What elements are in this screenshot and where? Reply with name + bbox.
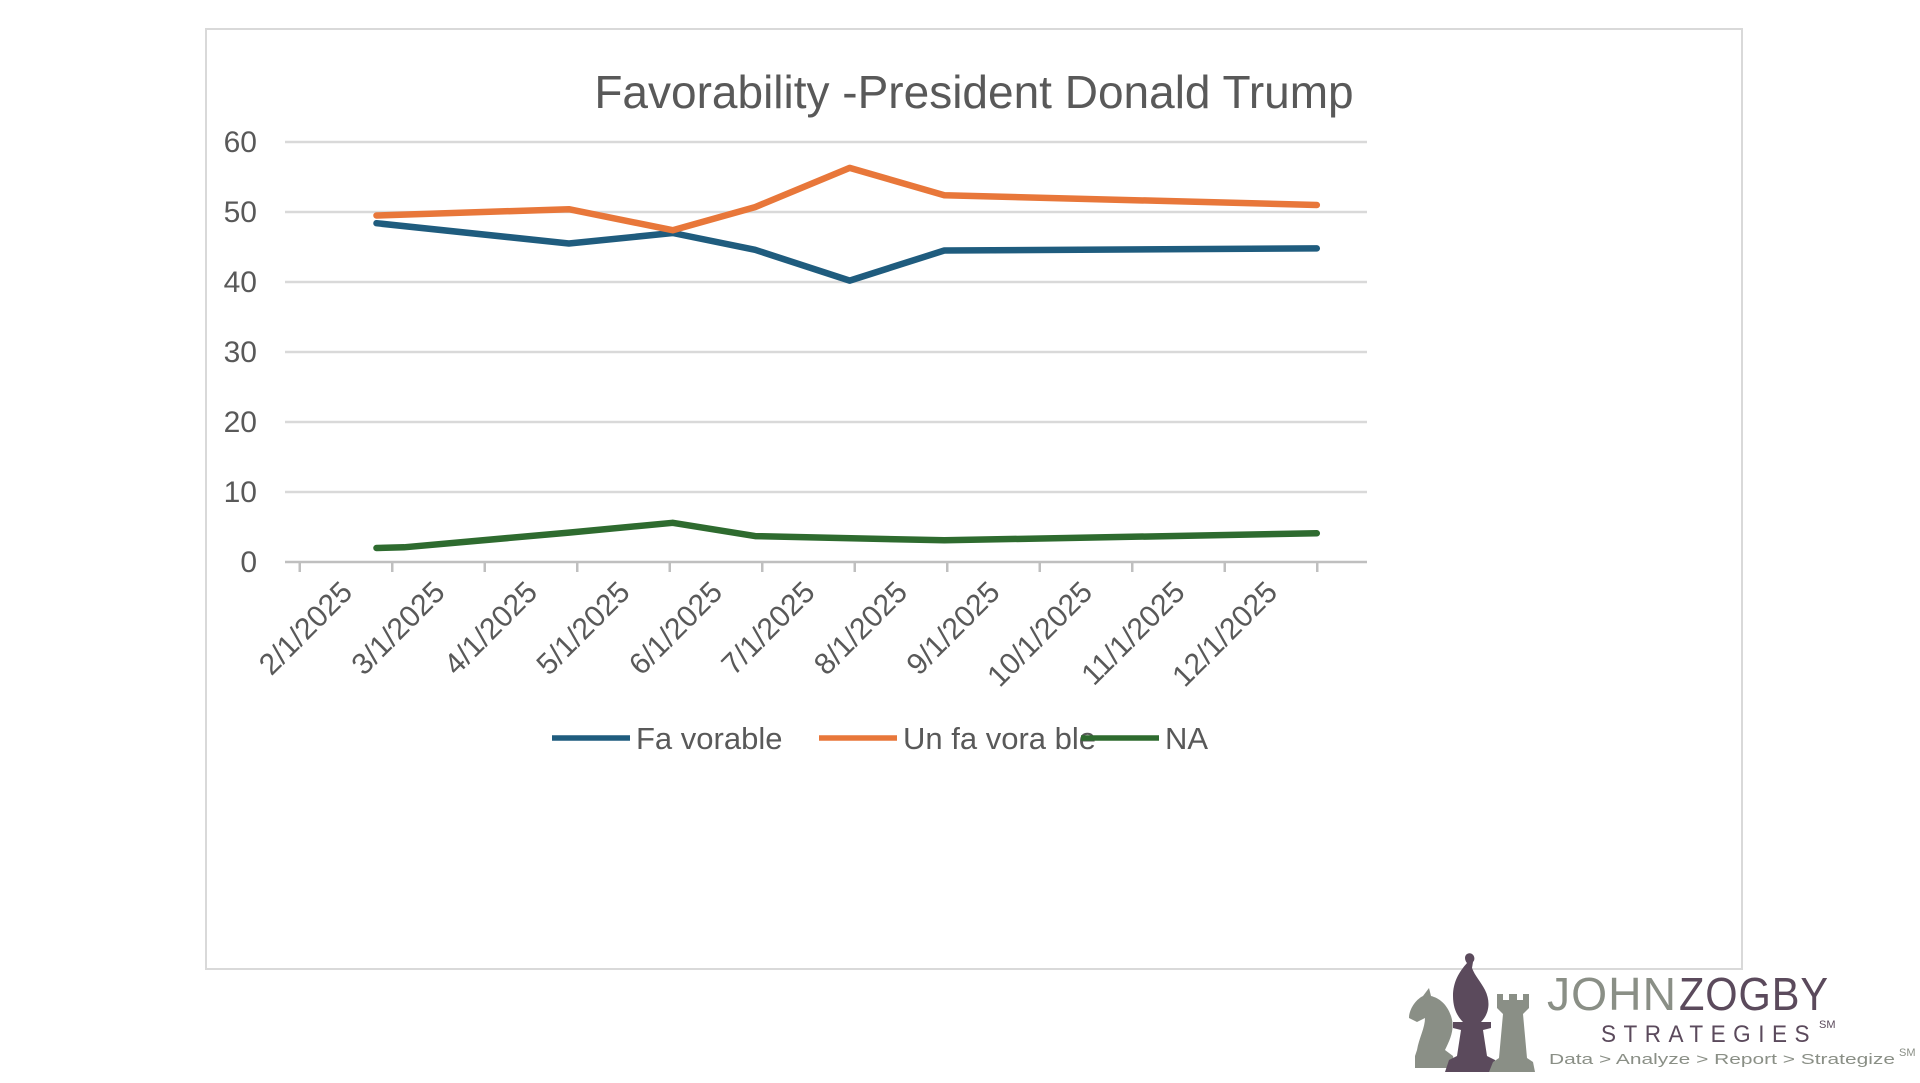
- chess-knight-icon: [1409, 988, 1455, 1068]
- john-zogby-strategies-logo: JOHN ZOGBY STRATEGIES SM Data > Analyze …: [1395, 938, 1916, 1078]
- logo-tagline: Data > Analyze > Report > Strategize: [1549, 1051, 1895, 1068]
- chess-bishop-icon: [1445, 953, 1499, 1072]
- chart-frame: Favorability -President Donald Trump 0 10…: [205, 28, 1743, 970]
- logo-zogby-text: ZOGBY: [1679, 968, 1829, 1020]
- series-line: [373, 519, 1321, 552]
- legend-label: Fa vorable: [636, 721, 782, 756]
- logo-tagline-sm-mark: SM: [1899, 1047, 1915, 1059]
- logo-sm-mark: SM: [1819, 1019, 1836, 1031]
- x-tick-label: 7/1/2025: [716, 576, 822, 682]
- x-tick-label: 6/1/2025: [623, 576, 729, 682]
- logo-john-text: JOHN: [1547, 968, 1677, 1020]
- y-tick-label: 60: [224, 126, 257, 159]
- series-line: [373, 219, 1321, 284]
- line-chart: Favorability -President Donald Trump 0 10…: [224, 66, 1367, 756]
- y-tick-label: 30: [224, 336, 257, 369]
- logo-strategies-text: STRATEGIES: [1601, 1021, 1817, 1048]
- legend: Fa vorable Un fa vora ble NA: [552, 721, 1208, 756]
- y-tick-label: 40: [224, 266, 257, 299]
- chart-title: Favorability -President Donald Trump: [594, 66, 1353, 118]
- y-tick-label: 20: [224, 406, 257, 439]
- series-line: [373, 164, 1321, 234]
- chess-rook-icon: [1489, 994, 1535, 1072]
- x-tick-label: 8/1/2025: [808, 576, 914, 682]
- x-tick-label: 2/1/2025: [253, 576, 359, 682]
- legend-label: NA: [1165, 721, 1208, 756]
- legend-label: Un fa vora ble: [903, 721, 1096, 756]
- x-tick-label: 5/1/2025: [531, 576, 637, 682]
- gridlines: [285, 140, 1367, 494]
- x-tick-label: 3/1/2025: [346, 576, 452, 682]
- y-tick-label: 0: [240, 546, 257, 579]
- y-tick-label: 10: [224, 476, 257, 509]
- x-tick-label: 4/1/2025: [438, 576, 544, 682]
- y-tick-label: 50: [224, 196, 257, 229]
- series-lines: [373, 164, 1321, 552]
